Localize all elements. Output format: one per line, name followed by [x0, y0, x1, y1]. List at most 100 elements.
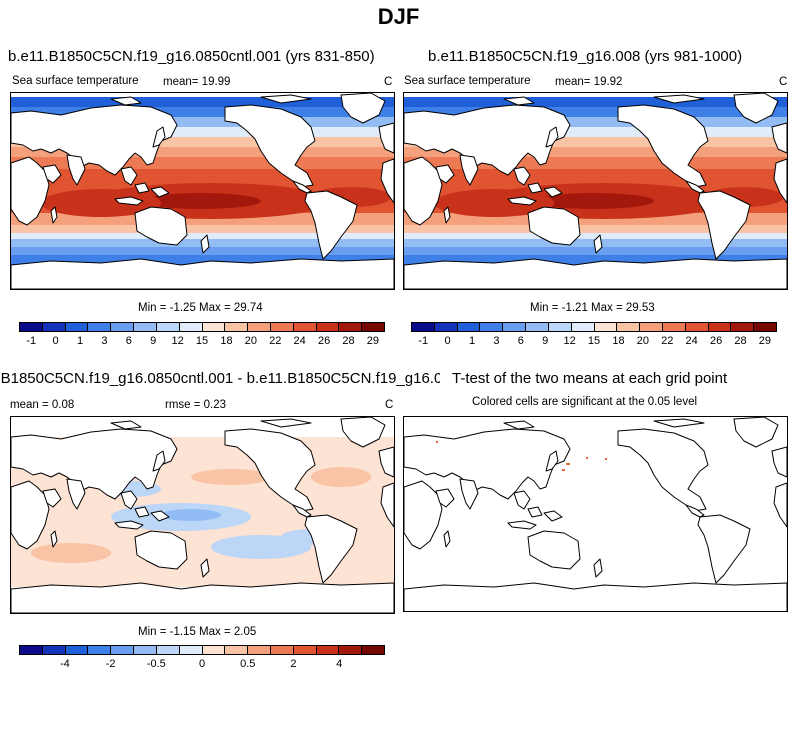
- sst-map-panel-1: [10, 92, 395, 290]
- colorbar-swatch: [362, 646, 384, 654]
- panel-4-title: T-test of the two means at each grid poi…: [452, 370, 728, 387]
- colorbar-swatch: [179, 646, 203, 654]
- panel-2-mean: mean= 19.92: [555, 76, 623, 88]
- colorbar-swatch: [179, 323, 203, 331]
- colorbar-swatch: [42, 646, 66, 654]
- colorbar-tick-label: 12: [171, 335, 184, 347]
- colorbar-tick-label: -1: [418, 335, 429, 347]
- colorbar-tick-label: 9: [542, 335, 549, 347]
- colorbar-3-ticks: -4 -2 -0.5 0 0.5 2 4: [42, 658, 362, 670]
- colorbar-swatch: [225, 646, 249, 654]
- colorbar-swatch: [270, 323, 294, 331]
- colorbar-swatch: [88, 323, 112, 331]
- colorbar-2-ticks: -1 0 1 3 6 9 12 15 18 20 22 24 26 28 29: [411, 335, 777, 347]
- colorbar-swatch: [111, 323, 135, 331]
- panel-4-subtitle: Colored cells are significant at the 0.0…: [472, 396, 698, 408]
- colorbar-swatch: [571, 323, 595, 331]
- colorbar-1-ticks: -1 0 1 3 6 9 12 15 18 20 22 24 26 28 29: [19, 335, 385, 347]
- colorbar-tick-label: -4: [59, 658, 70, 670]
- colorbar-swatch: [65, 323, 89, 331]
- colorbar-tick-label: 18: [612, 335, 625, 347]
- colorbar-1-swatches: [19, 322, 385, 332]
- panel-3-rmse: rmse = 0.23: [165, 399, 227, 411]
- colorbar-tick-label: -1: [26, 335, 37, 347]
- panel-1-mean: mean= 19.99: [163, 76, 231, 88]
- colorbar-swatch: [548, 323, 572, 331]
- colorbar-tick-label: 20: [244, 335, 257, 347]
- colorbar-swatch: [293, 646, 317, 654]
- colorbar-tick-label: 2: [290, 658, 297, 670]
- colorbar-swatch: [65, 646, 89, 654]
- panel-3-minmax: Min = -1.15 Max = 2.05: [138, 626, 257, 638]
- colorbar-tick-label: 15: [587, 335, 601, 347]
- colorbar-swatch: [339, 323, 363, 331]
- colorbar-swatch: [293, 323, 317, 331]
- colorbar-swatch: [754, 323, 776, 331]
- colorbar-swatch: [20, 323, 43, 331]
- colorbar-tick-label: 22: [269, 335, 282, 347]
- colorbar-swatch: [248, 646, 271, 654]
- colorbar-swatch: [202, 646, 226, 654]
- colorbar-swatch: [134, 646, 157, 654]
- colorbar-tick-label: 1: [76, 335, 84, 347]
- colorbar-3: [19, 645, 385, 655]
- colorbar-tick-label: 15: [195, 335, 209, 347]
- panel-3-mean: mean = 0.08: [10, 399, 75, 411]
- colorbar-1: [19, 322, 385, 332]
- colorbar-swatch: [617, 323, 641, 331]
- colorbar-tick-label: -0.5: [146, 658, 166, 670]
- colorbar-swatch: [20, 646, 43, 654]
- colorbar-tick-label: 9: [150, 335, 157, 347]
- colorbar-swatch: [42, 323, 66, 331]
- colorbar-2-swatches: [411, 322, 777, 332]
- panel-1-minmax: Min = -1.25 Max = 29.74: [138, 302, 263, 314]
- panel-1-field: Sea surface temperature: [12, 75, 139, 87]
- colorbar-swatch: [685, 323, 709, 331]
- colorbar-swatch: [362, 323, 384, 331]
- difference-map-panel: [10, 416, 395, 614]
- panel-2-title: b.e11.B1850C5CN.f19_g16.008 (yrs 981-100…: [428, 48, 743, 65]
- colorbar-swatch: [708, 323, 732, 331]
- colorbar-tick-label: 0: [444, 335, 451, 347]
- colorbar-swatch: [731, 323, 755, 331]
- colorbar-tick-label: 12: [563, 335, 576, 347]
- colorbar-swatch: [111, 646, 135, 654]
- panel-3-title-clip: b.e11.B1850C5CN.f19_g16.0850cntl.001 - b…: [0, 370, 440, 390]
- colorbar-swatch: [457, 323, 481, 331]
- colorbar-swatch: [225, 323, 249, 331]
- colorbar-tick-label: 26: [317, 335, 331, 347]
- colorbar-tick-label: 4: [336, 658, 343, 670]
- colorbar-tick-label: 28: [342, 335, 355, 347]
- colorbar-swatch: [480, 323, 504, 331]
- colorbar-tick-label: 3: [493, 335, 500, 347]
- colorbar-tick-label: 24: [293, 335, 306, 347]
- colorbar-tick-label: 29: [758, 335, 772, 347]
- sst-map-panel-2: [403, 92, 788, 290]
- colorbar-tick-label: 28: [734, 335, 747, 347]
- colorbar-tick-label: 26: [709, 335, 723, 347]
- colorbar-swatch: [134, 323, 157, 331]
- colorbar-tick-label: 0.5: [240, 658, 256, 670]
- panel-3-title: b.e11.B1850C5CN.f19_g16.0850cntl.001 - b…: [0, 370, 440, 387]
- colorbar-tick-label: 18: [220, 335, 233, 347]
- panel-2-field: Sea surface temperature: [404, 75, 531, 87]
- colorbar-tick-label: 0: [52, 335, 59, 347]
- colorbar-swatch: [434, 323, 458, 331]
- colorbar-swatch: [503, 323, 527, 331]
- colorbar-swatch: [270, 646, 294, 654]
- colorbar-tick-label: 22: [661, 335, 674, 347]
- colorbar-swatch: [88, 646, 112, 654]
- colorbar-tick-label: 6: [125, 335, 132, 347]
- panel-1-title: b.e11.B1850C5CN.f19_g16.0850cntl.001 (yr…: [8, 48, 375, 65]
- colorbar-swatch: [248, 323, 271, 331]
- colorbar-tick-label: 29: [366, 335, 380, 347]
- panel-2-units: C: [779, 76, 788, 88]
- colorbar-swatch: [202, 323, 226, 331]
- colorbar-tick-label: 24: [685, 335, 698, 347]
- colorbar-swatch: [156, 646, 180, 654]
- colorbar-tick-label: 20: [636, 335, 649, 347]
- colorbar-swatch: [640, 323, 663, 331]
- colorbar-swatch: [412, 323, 435, 331]
- colorbar-2: [411, 322, 777, 332]
- figure-title: DJF: [377, 4, 420, 29]
